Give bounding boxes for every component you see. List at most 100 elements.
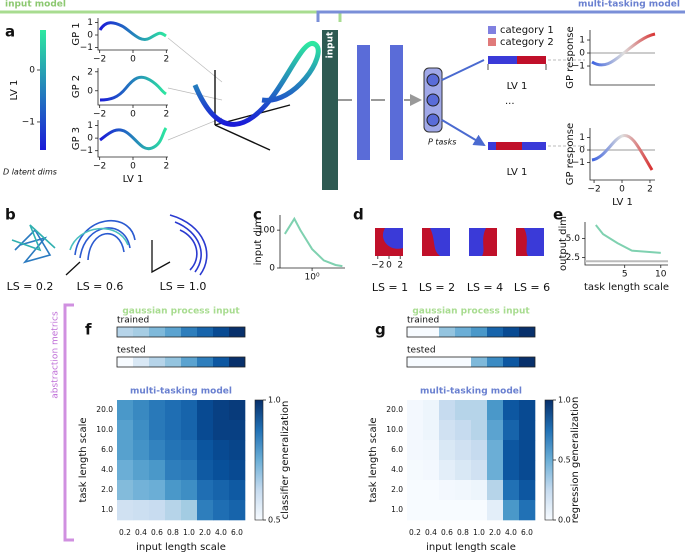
category-bar [517,56,546,64]
length-cell [229,327,245,337]
tangle [69,227,129,251]
heat-cell [213,420,230,441]
heat-cell [213,500,230,521]
x-tick-label: 2.0 [199,528,211,537]
axis-spine [97,68,168,106]
heat-cell [181,400,198,421]
x-axis-label: LV 1 [612,197,633,208]
legend-label: category 2 [500,37,554,48]
heat-cell [487,500,504,521]
heat-cell [149,460,166,481]
length-cell [423,327,439,337]
x-tick-label: 0 [130,55,136,65]
legend-label: category 1 [500,25,554,36]
y-tick-label: 0 [87,86,93,96]
x-axis-label: LV 1 [507,81,528,92]
heat-cell [213,460,230,481]
panel-letter: b [5,206,16,224]
heat-cell [439,400,456,421]
block-label: input [326,31,336,58]
unit [426,93,440,107]
heat-cell [519,480,536,501]
length-cell [117,327,133,337]
colorbar-label: classifier generalization [280,401,291,520]
ellipsis: ... [505,96,515,107]
length-cell [471,327,487,337]
x-tick-label: −2 [587,185,600,195]
row-label: trained [117,316,149,326]
x-tick-label: 0.8 [167,528,179,537]
length-cell [407,327,423,337]
heat-cell [197,500,214,521]
heat-cell [471,480,488,501]
y-tick-label: 4.0 [101,465,113,474]
length-cell [503,357,519,367]
unit [426,113,440,127]
x-axis-label: input length scale [426,542,516,553]
axes-3d [214,70,291,151]
heat-cell [181,420,198,441]
legend-swatch [488,38,496,46]
heat-cell [487,440,504,461]
heat-cell [439,420,456,441]
heat-cell [519,440,536,461]
length-cell [519,327,535,337]
x-tick-label: 0.4 [425,528,437,537]
x-tick-label: 0 [619,185,625,195]
heat-cell [149,480,166,501]
heat-cell [229,500,246,521]
y-tick-label: 10.0 [386,425,403,434]
heat-cell [439,460,456,481]
axis-spine [97,120,168,158]
category-bar [488,56,517,64]
panel-label: LS = 2 [419,281,455,294]
heat-cell [519,500,536,521]
tasks-label: P tasks [428,138,456,147]
axis-spine [589,30,655,86]
y-tick-label: 100 [258,226,275,236]
tangle [11,224,56,252]
y-tick-label: 0 [579,49,585,59]
panel-label: LS = 1 [372,281,408,294]
heat-cell [197,420,214,441]
y-tick-label: 2.0 [101,485,113,494]
y-tick-label: 1.0 [391,505,403,514]
colorbar-tick-label: 0 [29,66,35,76]
heat-cell [165,460,182,481]
heat-cell [439,500,456,521]
heat-cell [503,440,520,461]
length-cell [133,357,149,367]
x-tick-label: 6.0 [521,528,533,537]
heat-cell [197,460,214,481]
model-bracket [316,10,685,22]
heat-cell [439,480,456,501]
y-tick-label: 6.0 [101,445,113,454]
length-cell [439,327,455,337]
heat-cell [165,440,182,461]
connector [167,37,223,141]
heat-cell [407,440,424,461]
x-tick-label: 0 [130,162,136,172]
length-cell [117,357,133,367]
heat-cell [519,460,536,481]
y-axis-label: GP 3 [71,127,82,150]
y-tick-label: 1.0 [101,505,113,514]
heat-cell [503,400,520,421]
tangle [169,214,208,276]
x-tick-label: 0.6 [441,528,453,537]
y-tick-label: 2.0 [391,485,403,494]
y-axis-label: task length scale [78,417,89,502]
length-cell [439,357,455,367]
heat-cell [165,500,182,521]
heat-cell [117,400,134,421]
x-tick-label: 2 [163,110,169,120]
length-cell [197,357,213,367]
heat-cell [471,460,488,481]
y-tick-label: 0 [579,146,585,156]
manifold-b [11,214,208,276]
heat-cell [407,500,424,521]
gp-curve [98,21,167,41]
length-cell [487,357,503,367]
x-tick-label: 2 [397,261,403,271]
